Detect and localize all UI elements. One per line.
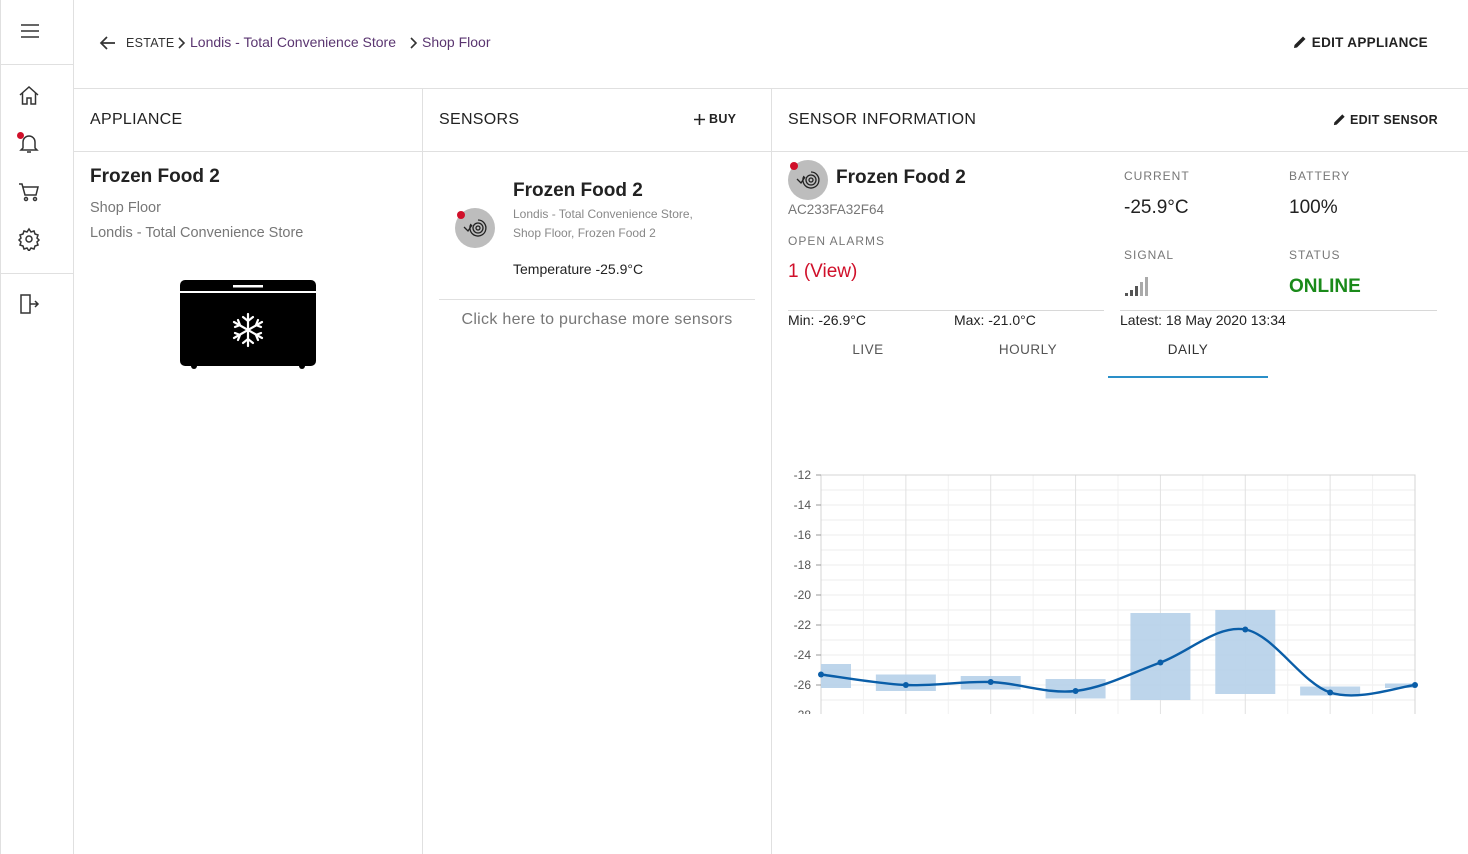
sensor-info-panel: SENSOR INFORMATION EDIT SENSOR Frozen Fo…: [772, 89, 1468, 854]
chevron-right-icon: [410, 37, 418, 49]
y-tick-label: -22: [794, 618, 812, 632]
pencil-icon: [1293, 36, 1306, 48]
appliance-panel: APPLIANCE Frozen Food 2 Shop Floor Londi…: [74, 89, 423, 854]
sensors-title: SENSORS: [439, 111, 520, 128]
hamburger-icon[interactable]: [19, 20, 41, 42]
top-bar: ESTATE Londis - Total Convenience Store …: [74, 0, 1468, 89]
open-alarms-label: OPEN ALARMS: [788, 234, 886, 248]
appliance-store: Londis - Total Convenience Store: [90, 225, 304, 241]
edit-sensor-button[interactable]: EDIT SENSOR: [1332, 112, 1438, 127]
sensor-name: Frozen Food 2: [513, 180, 643, 201]
gear-icon[interactable]: [17, 227, 41, 253]
y-tick-label: -16: [794, 528, 812, 542]
buy-label: BUY: [709, 112, 737, 126]
status-label: STATUS: [1289, 248, 1341, 262]
tab-daily[interactable]: DAILY: [1167, 342, 1209, 357]
y-tick-label: -28: [794, 708, 812, 714]
logout-icon[interactable]: [17, 292, 41, 316]
divider: [439, 299, 755, 300]
tab-hourly[interactable]: HOURLY: [998, 342, 1058, 357]
sensor-location-line1: Londis - Total Convenience Store,: [513, 207, 693, 221]
min-temp: Min: -26.9°C: [788, 312, 866, 328]
latest-reading: Latest: 18 May 2020 13:34: [1120, 312, 1286, 328]
y-tick-label: -20: [794, 588, 812, 602]
range-bar: [1385, 683, 1415, 688]
plus-icon: [694, 113, 705, 125]
sensors-panel: SENSORS BUY Frozen Food 2 Londis - Total…: [423, 89, 772, 854]
divider: [1120, 310, 1437, 311]
breadcrumb-estate[interactable]: ESTATE: [126, 36, 175, 50]
data-point: [902, 682, 909, 688]
sensor-icon: [455, 208, 495, 248]
series-line: [820, 627, 1416, 697]
y-tick-label: -14: [794, 498, 812, 512]
status-value: ONLINE: [1289, 276, 1361, 297]
appliance-header: APPLIANCE: [74, 89, 422, 152]
data-point: [987, 679, 994, 685]
data-point: [1242, 626, 1249, 633]
sidebar: [0, 0, 74, 854]
data-point: [1412, 682, 1418, 688]
sensor-temperature: Temperature -25.9°C: [513, 261, 644, 277]
divider: [788, 310, 1104, 311]
sensor-location-line2: Shop Floor, Frozen Food 2: [513, 226, 656, 240]
range-bar: [1130, 613, 1191, 700]
current-label: CURRENT: [1124, 169, 1190, 183]
appliance-title: APPLIANCE: [90, 111, 183, 128]
y-tick-label: -12: [794, 468, 812, 482]
y-tick-label: -24: [794, 648, 812, 662]
sensor-id: AC233FA32F64: [788, 202, 885, 217]
data-point: [818, 671, 824, 678]
chest-freezer-icon: [180, 280, 316, 375]
edit-appliance-label: EDIT APPLIANCE: [1311, 34, 1428, 50]
cart-icon[interactable]: [17, 180, 41, 204]
max-temp: Max: -21.0°C: [954, 312, 1036, 328]
open-alarms-link[interactable]: 1 (View): [788, 261, 858, 282]
breadcrumb-store[interactable]: Londis - Total Convenience Store: [190, 34, 396, 50]
signal-bars-icon: [1124, 275, 1150, 302]
tab-live[interactable]: LIVE: [852, 342, 884, 357]
home-icon[interactable]: [17, 84, 41, 108]
sensor-list-item[interactable]: Frozen Food 2 Londis - Total Convenience…: [439, 161, 755, 299]
range-bar: [1215, 610, 1276, 694]
sensor-info-header: SENSOR INFORMATION EDIT SENSOR: [772, 89, 1468, 152]
back-arrow-icon[interactable]: [98, 33, 118, 53]
current-value: -25.9°C: [1124, 197, 1189, 218]
sidebar-divider: [1, 64, 74, 65]
sensor-info-name: Frozen Food 2: [836, 167, 966, 188]
battery-label: BATTERY: [1289, 169, 1351, 183]
plot-frame: [820, 474, 1416, 714]
alarm-badge: [17, 132, 24, 139]
data-point: [1072, 688, 1079, 694]
y-tick-label: -26: [794, 678, 812, 692]
sensor-info-title: SENSOR INFORMATION: [788, 111, 977, 128]
data-point: [1327, 689, 1334, 696]
breadcrumb-area[interactable]: Shop Floor: [422, 34, 491, 50]
alarm-dot: [790, 162, 798, 170]
sidebar-divider: [1, 273, 74, 274]
appliance-name: Frozen Food 2: [90, 166, 220, 187]
sensors-header: SENSORS BUY: [423, 89, 771, 152]
temperature-chart: -12-14-16-18-20-22-24-26-28-30-3111 May1…: [794, 468, 1418, 714]
purchase-sensors-link[interactable]: Click here to purchase more sensors: [461, 311, 733, 328]
battery-value: 100%: [1289, 197, 1338, 218]
alarm-dot: [457, 211, 465, 219]
bell-icon[interactable]: [17, 131, 41, 155]
edit-appliance-button[interactable]: EDIT APPLIANCE: [1292, 34, 1428, 50]
active-tab-indicator: [1108, 376, 1268, 378]
buy-button[interactable]: BUY: [693, 112, 736, 126]
pencil-icon: [1333, 114, 1345, 126]
chevron-right-icon: [178, 37, 186, 49]
y-tick-label: -18: [794, 558, 812, 572]
appliance-area: Shop Floor: [90, 200, 161, 216]
edit-sensor-label: EDIT SENSOR: [1349, 112, 1438, 127]
signal-label: SIGNAL: [1124, 248, 1175, 262]
data-point: [1157, 659, 1164, 666]
